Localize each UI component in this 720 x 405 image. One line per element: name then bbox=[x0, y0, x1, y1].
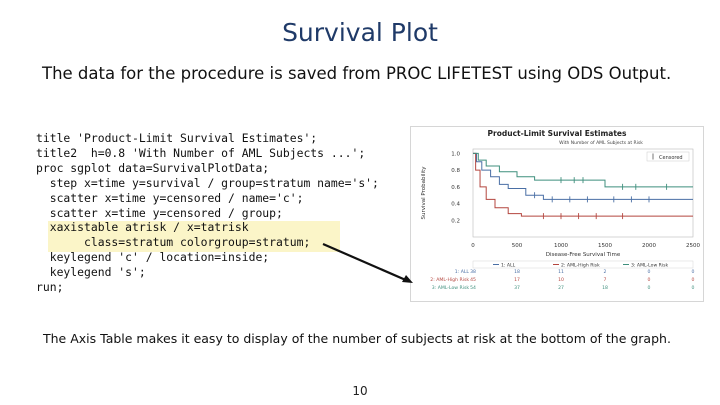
censored-legend-box bbox=[646, 151, 690, 162]
atrisk-value: 18 bbox=[514, 269, 520, 275]
x-tick-label: 500 bbox=[512, 243, 523, 249]
code-line: step x=time y=survival / group=stratum n… bbox=[36, 175, 379, 190]
slide-caption: The Axis Table makes it easy to display … bbox=[43, 331, 671, 346]
code-line: run; bbox=[36, 280, 64, 295]
y-tick-label: 0.8 bbox=[451, 168, 460, 174]
plot-frame bbox=[472, 148, 694, 238]
atrisk-row-label: 3: AML-Low Risk bbox=[432, 285, 470, 291]
code-line: keylegend 'c' / location=inside; bbox=[36, 250, 270, 265]
code-line: xaxistable atrisk / x=tatrisk bbox=[36, 220, 249, 235]
series-line-1 bbox=[473, 152, 693, 200]
series-legend-label: 2: AML-High Risk bbox=[561, 263, 600, 269]
atrisk-value: 45 bbox=[470, 277, 476, 283]
slide-subtitle: The data for the procedure is saved from… bbox=[42, 64, 672, 83]
atrisk-value: 0 bbox=[648, 285, 651, 291]
x-axis-label: Disease-Free Survival Time bbox=[546, 252, 621, 258]
atrisk-value: 7 bbox=[604, 277, 607, 283]
atrisk-row-label: 2: AML-High Risk bbox=[430, 277, 469, 283]
y-tick-label: 1.0 bbox=[451, 151, 460, 157]
code-line: title2 h=0.8 'With Number of AML Subject… bbox=[36, 145, 366, 160]
atrisk-value: 18 bbox=[602, 285, 608, 291]
code-line: title 'Product-Limit Survival Estimates'… bbox=[36, 131, 318, 145]
y-tick-label: 0.4 bbox=[451, 202, 460, 208]
atrisk-value: 27 bbox=[558, 285, 564, 291]
atrisk-value: 37 bbox=[514, 285, 520, 291]
atrisk-value: 0 bbox=[692, 269, 695, 275]
series-legend-box bbox=[472, 260, 694, 269]
x-tick-label: 1000 bbox=[554, 243, 568, 249]
y-axis-label: Survival Probability bbox=[421, 166, 427, 220]
series-line-2 bbox=[473, 152, 693, 217]
x-tick-label: 2500 bbox=[686, 243, 700, 249]
survival-chart: Product-Limit Survival Estimates With Num… bbox=[410, 126, 704, 302]
atrisk-value: 0 bbox=[692, 277, 695, 283]
series-legend-label: 3: AML-Low Risk bbox=[631, 263, 669, 269]
atrisk-value: 54 bbox=[470, 285, 476, 291]
censored-legend-label: Censored bbox=[659, 155, 683, 161]
atrisk-row-label: 1: ALL bbox=[455, 269, 470, 275]
chart-subtitle: With Number of AML Subjects at Risk bbox=[559, 140, 643, 146]
atrisk-value: 17 bbox=[514, 277, 520, 283]
xaxistable-highlight bbox=[48, 221, 340, 252]
atrisk-value: 38 bbox=[470, 269, 476, 275]
code-line: scatter x=time y=censored / group; bbox=[36, 205, 283, 220]
atrisk-value: 10 bbox=[558, 277, 564, 283]
series-line-3 bbox=[473, 152, 693, 188]
code-block: title 'Product-Limit Survival Estimates'… bbox=[36, 131, 379, 295]
y-tick-label: 0.6 bbox=[451, 185, 460, 191]
code-line: scatter x=time y=censored / name='c'; bbox=[36, 190, 304, 205]
x-tick-label: 2000 bbox=[642, 243, 656, 249]
x-tick-label: 1500 bbox=[598, 243, 612, 249]
x-tick-label: 0 bbox=[471, 243, 475, 249]
code-line: proc sgplot data=SurvivalPlotData; bbox=[36, 160, 270, 175]
atrisk-value: 0 bbox=[648, 269, 651, 275]
atrisk-value: 0 bbox=[648, 277, 651, 283]
y-tick-label: 0.2 bbox=[451, 218, 460, 224]
chart-title: Product-Limit Survival Estimates bbox=[488, 129, 627, 138]
series-legend-label: 1: ALL bbox=[501, 263, 516, 269]
atrisk-value: 0 bbox=[692, 285, 695, 291]
page-number: 10 bbox=[352, 384, 368, 398]
atrisk-value: 2 bbox=[604, 269, 607, 275]
atrisk-value: 11 bbox=[558, 269, 564, 275]
code-line: class=stratum colorgroup=stratum; bbox=[36, 235, 311, 250]
slide-title: Survival Plot bbox=[282, 18, 438, 47]
code-line: keylegend 's'; bbox=[36, 265, 146, 280]
